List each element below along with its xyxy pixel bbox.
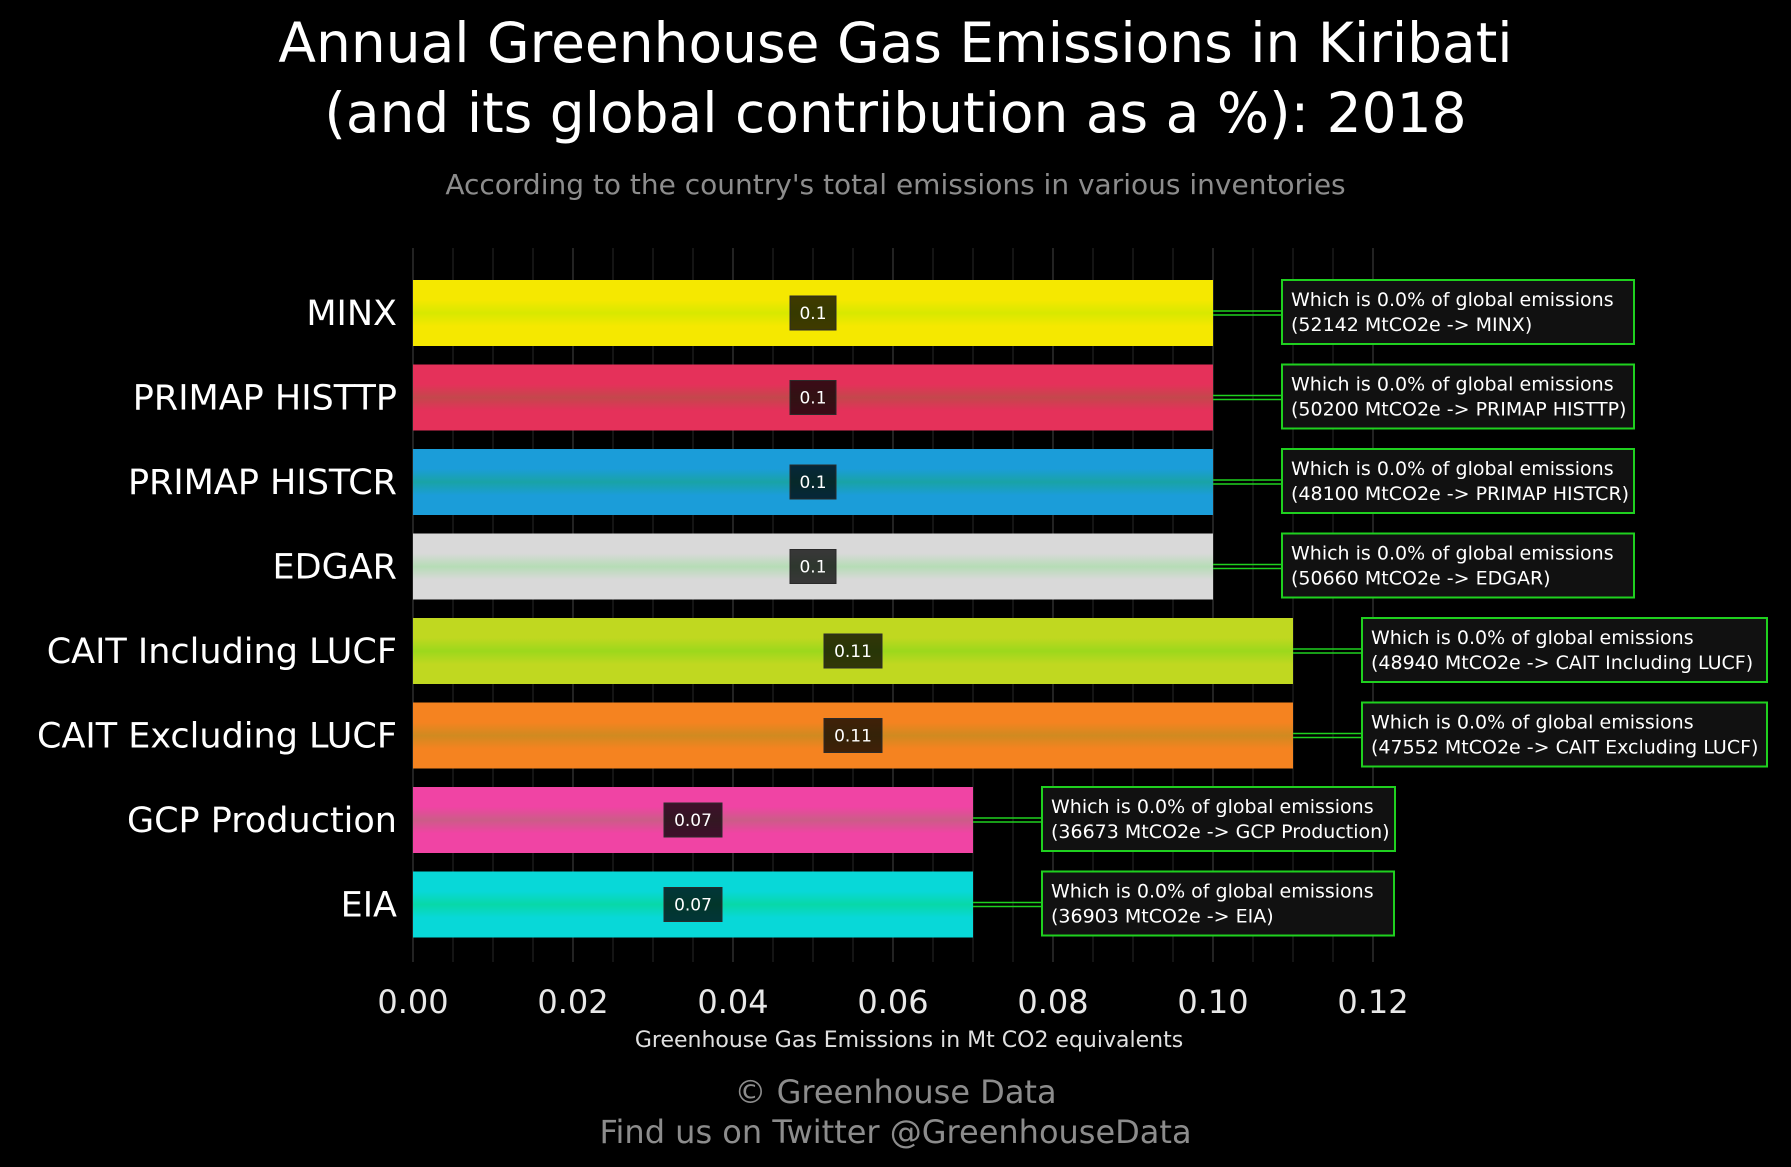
- value-label-box: [789, 464, 837, 500]
- annotation-text-line-1: Which is 0.0% of global emissions: [1291, 458, 1614, 480]
- category-label: EDGAR: [273, 548, 397, 588]
- x-tick-label: 0.00: [377, 983, 448, 1021]
- value-label: 0.11: [834, 642, 872, 662]
- x-tick-label: 0.06: [857, 983, 928, 1021]
- annotation-box: [1281, 279, 1635, 345]
- value-label: 0.1: [799, 389, 826, 409]
- annotation-box: [1041, 870, 1395, 937]
- value-label-box: [789, 380, 837, 415]
- value-label: 0.1: [799, 304, 826, 324]
- annotation-text-line-2: (50200 MtCO2e -> PRIMAP HISTTP): [1291, 399, 1626, 421]
- annotation-text-line-2: (47552 MtCO2e -> CAIT Excluding LUCF): [1371, 737, 1758, 759]
- x-axis-label: Greenhouse Gas Emissions in Mt CO2 equiv…: [635, 1028, 1183, 1053]
- annotation-text-line-1: Which is 0.0% of global emissions: [1371, 712, 1694, 734]
- footer-twitter: Find us on Twitter @GreenhouseData: [599, 1113, 1192, 1151]
- category-label: GCP Production: [127, 801, 397, 841]
- category-label: EIA: [341, 886, 397, 926]
- category-label: CAIT Excluding LUCF: [37, 717, 397, 757]
- annotation-text-line-2: (36903 MtCO2e -> EIA): [1051, 906, 1274, 928]
- value-label-box: [823, 633, 883, 669]
- annotation-text-line-1: Which is 0.0% of global emissions: [1291, 289, 1614, 311]
- value-label: 0.1: [799, 558, 826, 578]
- annotation-text-line-1: Which is 0.0% of global emissions: [1291, 543, 1614, 565]
- annotation-text-line-2: (48940 MtCO2e -> CAIT Including LUCF): [1371, 652, 1753, 674]
- annotation-text-line-1: Which is 0.0% of global emissions: [1051, 796, 1374, 818]
- x-tick-label: 0.02: [537, 983, 608, 1021]
- category-label: PRIMAP HISTTP: [133, 379, 397, 419]
- annotation-box: [1041, 786, 1396, 852]
- category-label: CAIT Including LUCF: [47, 632, 397, 672]
- annotation-text-line-1: Which is 0.0% of global emissions: [1371, 627, 1694, 649]
- value-label-box: [663, 887, 723, 922]
- x-tick-label: 0.04: [697, 983, 768, 1021]
- chart-title-line-2: (and its global contribution as a %): 20…: [324, 81, 1467, 145]
- category-label: PRIMAP HISTCR: [128, 463, 397, 503]
- annotation-text-line-1: Which is 0.0% of global emissions: [1291, 374, 1614, 396]
- annotation-box: [1361, 617, 1768, 683]
- annotation-text-line-1: Which is 0.0% of global emissions: [1051, 881, 1374, 903]
- footer-copyright: © Greenhouse Data: [734, 1073, 1057, 1111]
- chart-title-line-1: Annual Greenhouse Gas Emissions in Kirib…: [278, 11, 1513, 75]
- value-label: 0.07: [674, 811, 712, 831]
- annotation-box: [1281, 448, 1635, 514]
- category-label: MINX: [306, 294, 397, 334]
- annotation-text-line-2: (48100 MtCO2e -> PRIMAP HISTCR): [1291, 483, 1629, 505]
- chart-subtitle: According to the country's total emissio…: [445, 168, 1346, 201]
- x-tick-label: 0.08: [1017, 983, 1088, 1021]
- annotation-text-line-2: (52142 MtCO2e -> MINX): [1291, 314, 1532, 336]
- annotation-box: [1281, 363, 1635, 430]
- x-tick-label: 0.10: [1177, 983, 1248, 1021]
- value-label: 0.1: [799, 473, 826, 493]
- value-label-box: [823, 718, 883, 753]
- x-tick-label: 0.12: [1337, 983, 1408, 1021]
- value-label-box: [789, 549, 837, 584]
- value-label: 0.07: [674, 896, 712, 916]
- value-label: 0.11: [834, 727, 872, 747]
- annotation-box: [1361, 701, 1768, 768]
- annotation-box: [1281, 532, 1635, 599]
- value-label-box: [789, 295, 837, 331]
- value-label-box: [663, 802, 723, 838]
- annotation-text-line-2: (36673 MtCO2e -> GCP Production): [1051, 821, 1390, 843]
- annotation-text-line-2: (50660 MtCO2e -> EDGAR): [1291, 568, 1551, 590]
